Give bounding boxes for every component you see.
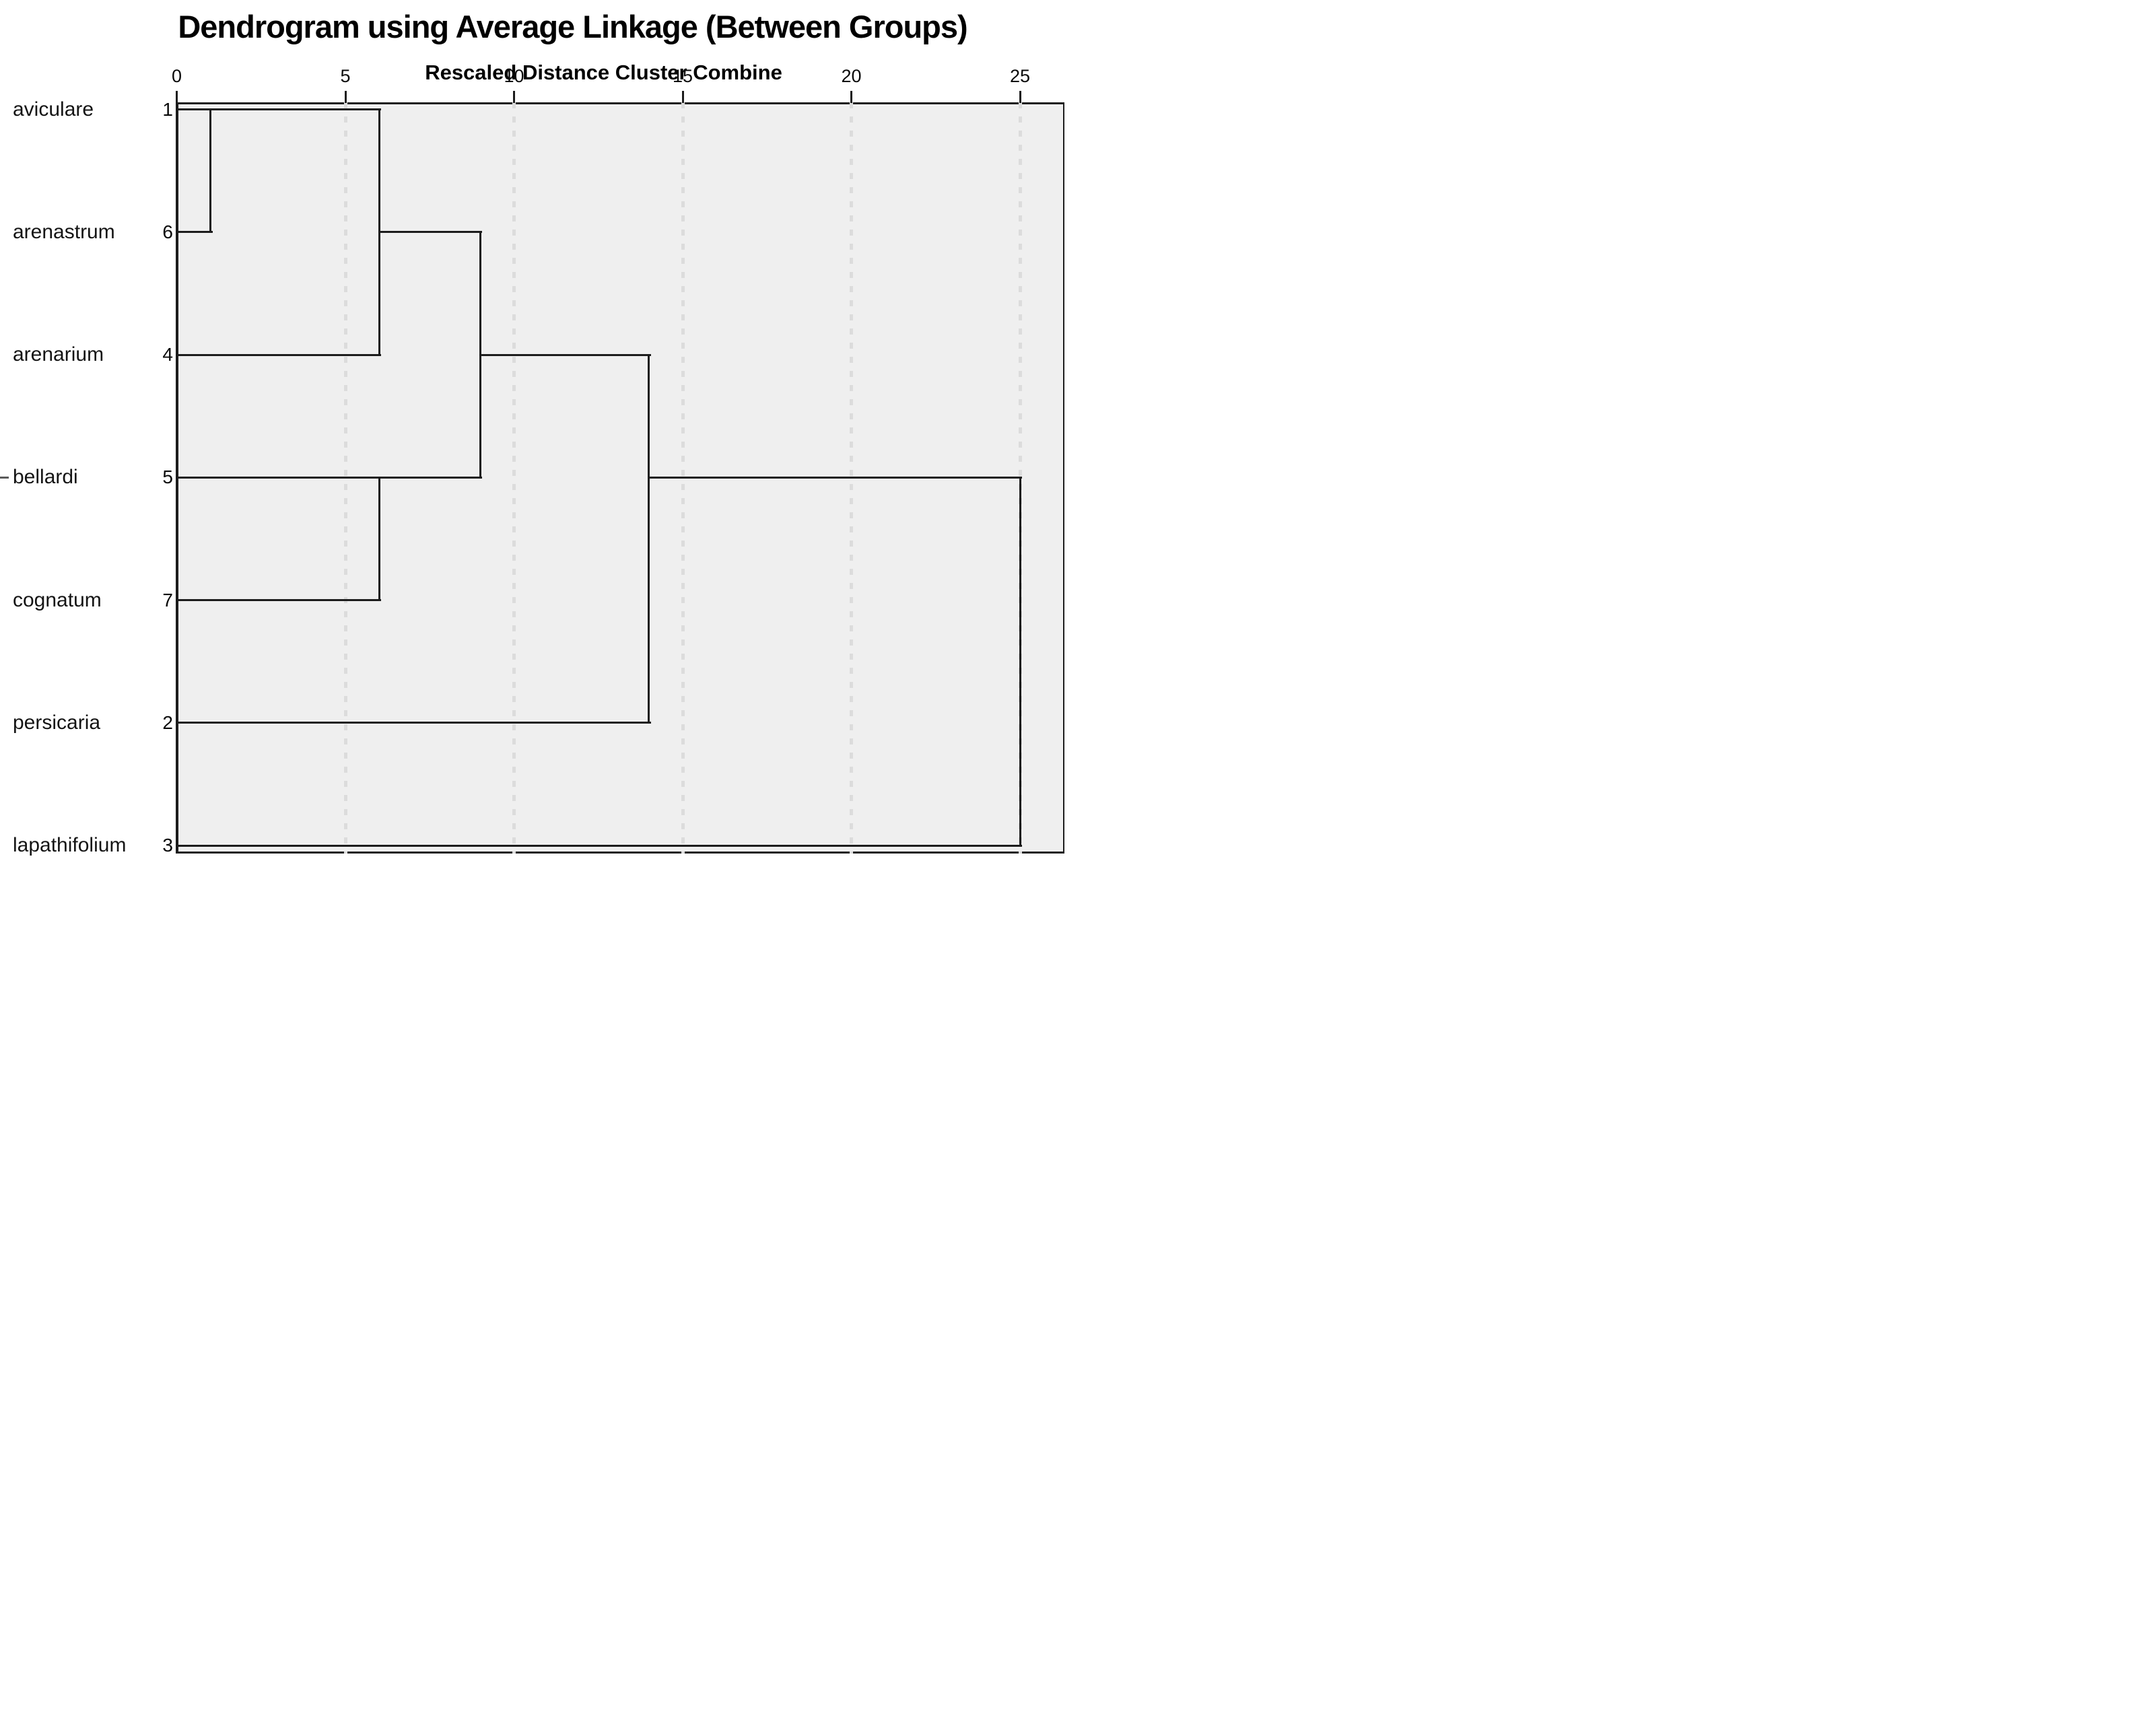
x-tick-mark-5 [344,91,347,103]
cluster-connector-0 [379,231,483,234]
case-number-cognatum: 7 [162,589,173,611]
x-tick-mark-15 [681,91,684,103]
merge-vertical-d14-4 [648,353,650,724]
dendrogram-page: { "chart_data": { "type": "dendrogram", … [0,0,1072,868]
x-tick-label-20: 20 [841,66,862,86]
case-number-persicaria: 2 [162,711,173,733]
leaf-label-aviculare: aviculare [13,98,94,120]
case-number-arenarium: 4 [162,344,173,365]
leaf-line-bellardi [176,476,483,479]
leaf-label-persicaria: persicaria [13,711,101,734]
leaf-line-lapathifolium [176,844,1022,847]
x-tick-label-25: 25 [1009,66,1031,86]
leaf-label-cognatum: cognatum [13,588,102,611]
chart-title: Dendrogram using Average Linkage (Betwee… [178,9,967,44]
case-number-aviculare: 1 [162,98,173,120]
leaf-line-arenastrum [176,231,213,234]
cluster-connector-3 [648,476,1022,479]
x-tick-mark-20 [850,91,852,103]
leaf-line-arenarium [176,353,382,356]
stray-dash-mark [0,476,9,479]
leaf-line-persicaria [176,722,651,724]
merge-vertical-d25-5 [1019,476,1021,847]
leaf-line-aviculare [176,108,382,110]
x-tick-label-5: 5 [340,66,351,86]
leaf-label-lapathifolium: lapathifolium [13,834,127,856]
x-tick-mark-10 [513,91,515,103]
case-number-arenastrum: 6 [162,221,173,242]
leaf-label-bellardi: bellardi [13,466,78,489]
chart-subtitle: Rescaled Distance Cluster Combine [425,61,782,84]
case-number-lapathifolium: 3 [162,835,173,856]
x-tick-mark-25 [1019,91,1021,103]
merge-vertical-d6-2 [378,476,380,601]
cluster-connector-2 [379,476,483,479]
x-tick-label-15: 15 [672,66,693,86]
gridline-10 [512,102,516,854]
case-number-bellardi: 5 [162,466,173,488]
cluster-connector-1 [480,353,651,356]
x-tick-label-0: 0 [171,66,182,86]
leaf-label-arenastrum: arenastrum [13,220,115,243]
merge-vertical-d1-0 [209,108,212,234]
x-tick-label-10: 10 [504,66,524,86]
leaf-label-arenarium: arenarium [13,343,104,366]
x-tick-mark-0 [176,91,178,103]
leaf-line-cognatum [176,599,382,601]
